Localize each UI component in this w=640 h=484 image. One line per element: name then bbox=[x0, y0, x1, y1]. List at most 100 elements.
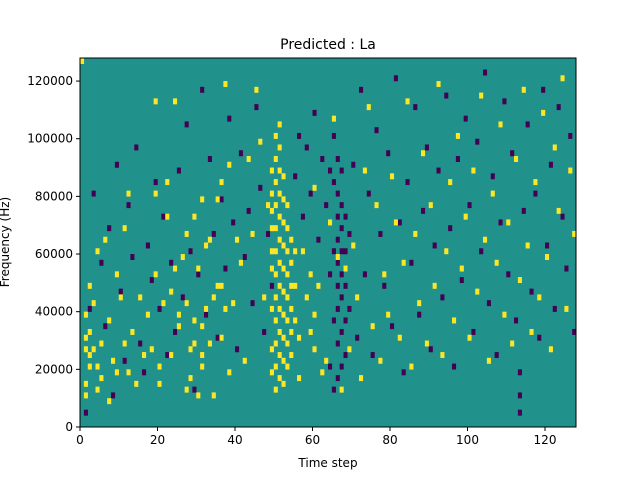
heatmap-cell-low bbox=[153, 179, 158, 186]
heatmap-cell-high bbox=[196, 265, 201, 272]
heatmap-cell-low bbox=[339, 225, 344, 232]
heatmap-cell-low bbox=[293, 173, 298, 180]
heatmap-cell-high bbox=[161, 300, 166, 307]
heatmap-cell-high bbox=[564, 305, 569, 312]
heatmap-cell-low bbox=[421, 207, 426, 214]
heatmap-cell-low bbox=[335, 340, 340, 347]
heatmap-cell-low bbox=[335, 236, 340, 243]
heatmap-cell-low bbox=[87, 305, 92, 312]
heatmap-cell-high bbox=[269, 346, 274, 353]
y-tick-label: 80000 bbox=[35, 189, 73, 203]
heatmap-cell-high bbox=[165, 179, 170, 186]
heatmap-cell-low bbox=[436, 167, 441, 174]
heatmap-cell-low bbox=[165, 352, 170, 359]
heatmap-cell-low bbox=[343, 213, 348, 220]
heatmap-cell-high bbox=[219, 334, 224, 341]
heatmap-cell-low bbox=[382, 282, 387, 289]
heatmap-cell-high bbox=[227, 161, 232, 168]
heatmap-cell-high bbox=[285, 225, 290, 232]
heatmap-cell-high bbox=[149, 346, 154, 353]
heatmap-cell-low bbox=[331, 248, 336, 255]
heatmap-cell-high bbox=[223, 81, 228, 88]
heatmap-cell-high bbox=[277, 328, 282, 335]
heatmap-cell-high bbox=[424, 340, 429, 347]
heatmap-cell-low bbox=[564, 265, 569, 272]
heatmap-cell-high bbox=[169, 288, 174, 295]
heatmap-cell-high bbox=[328, 219, 333, 226]
heatmap-cell-high bbox=[238, 259, 243, 266]
x-tick-label: 40 bbox=[227, 433, 242, 447]
heatmap-cell-low bbox=[506, 271, 511, 278]
heatmap-cell-low bbox=[339, 294, 344, 301]
heatmap-cell-high bbox=[444, 248, 449, 255]
heatmap-cell-high bbox=[273, 363, 278, 370]
heatmap-cell-high bbox=[308, 271, 313, 278]
heatmap-cell-high bbox=[269, 265, 274, 272]
heatmap-cell-high bbox=[169, 352, 174, 359]
heatmap-cell-high bbox=[192, 340, 197, 347]
x-tick-label: 0 bbox=[76, 433, 84, 447]
heatmap-cell-low bbox=[452, 363, 457, 370]
heatmap-cell-low bbox=[378, 230, 383, 237]
heatmap-cell-low bbox=[335, 213, 340, 220]
heatmap-cell-high bbox=[281, 173, 286, 180]
heatmap-cell-high bbox=[498, 121, 503, 128]
heatmap-cell-high bbox=[312, 346, 317, 353]
heatmap-cell-low bbox=[103, 323, 108, 330]
heatmap-cell-high bbox=[95, 248, 100, 255]
heatmap-cell-high bbox=[502, 311, 507, 318]
heatmap-cell-low bbox=[107, 225, 112, 232]
heatmap-cell-high bbox=[153, 98, 158, 105]
heatmap-cell-low bbox=[335, 305, 340, 312]
heatmap-cell-high bbox=[176, 323, 181, 330]
heatmap-cell-low bbox=[417, 311, 422, 318]
y-tick-label: 0 bbox=[65, 420, 73, 434]
y-tick-label: 100000 bbox=[27, 132, 73, 146]
heatmap-cell-high bbox=[281, 196, 286, 203]
heatmap-cell-low bbox=[537, 334, 542, 341]
heatmap-cell-high bbox=[196, 392, 201, 399]
heatmap-cell-low bbox=[444, 92, 449, 99]
heatmap-cell-high bbox=[293, 317, 298, 324]
heatmap-cell-high bbox=[285, 317, 290, 324]
heatmap-cell-high bbox=[273, 156, 278, 162]
heatmap-cell-high bbox=[285, 271, 290, 278]
heatmap-cell-high bbox=[83, 380, 88, 387]
y-axis-label: Frequency (Hz) bbox=[0, 197, 12, 288]
heatmap-cell-high bbox=[289, 236, 294, 243]
heatmap-cell-high bbox=[130, 328, 135, 335]
heatmap-cell-low bbox=[455, 156, 460, 162]
heatmap-cell-high bbox=[269, 248, 274, 255]
heatmap-cell-low bbox=[269, 282, 274, 289]
heatmap-cell-low bbox=[83, 409, 88, 416]
heatmap-cell-low bbox=[142, 369, 147, 376]
heatmap-cell-high bbox=[254, 86, 259, 93]
heatmap-cell-low bbox=[331, 179, 336, 186]
heatmap-cell-low bbox=[91, 190, 96, 197]
heatmap-cell-high bbox=[80, 58, 85, 64]
heatmap-cell-low bbox=[568, 132, 573, 139]
heatmap-cell-low bbox=[134, 144, 139, 151]
heatmap-cell-low bbox=[335, 282, 340, 289]
heatmap-cell-low bbox=[149, 277, 154, 284]
heatmap-cell-high bbox=[417, 300, 422, 307]
heatmap-cell-high bbox=[184, 386, 189, 393]
heatmap-cell-high bbox=[297, 334, 302, 341]
heatmap-cell-high bbox=[533, 179, 538, 186]
heatmap-cell-low bbox=[246, 207, 251, 214]
y-axis: 0 20000 40000 60000 80000 100000 120000 bbox=[27, 74, 80, 434]
heatmap-cell-high bbox=[494, 259, 499, 266]
heatmap-cell-low bbox=[339, 328, 344, 335]
heatmap-cell-high bbox=[273, 248, 278, 255]
heatmap-cell-low bbox=[258, 184, 263, 191]
heatmap-cell-low bbox=[335, 259, 340, 266]
heatmap-cell-low bbox=[347, 305, 352, 312]
heatmap-cell-high bbox=[273, 294, 278, 301]
heatmap-cell-low bbox=[300, 213, 305, 220]
y-tick-label: 40000 bbox=[35, 305, 73, 319]
heatmap-cell-low bbox=[262, 328, 267, 335]
heatmap-cell-high bbox=[545, 254, 550, 260]
heatmap-cell-high bbox=[560, 75, 565, 82]
heatmap-cell-high bbox=[114, 369, 119, 376]
